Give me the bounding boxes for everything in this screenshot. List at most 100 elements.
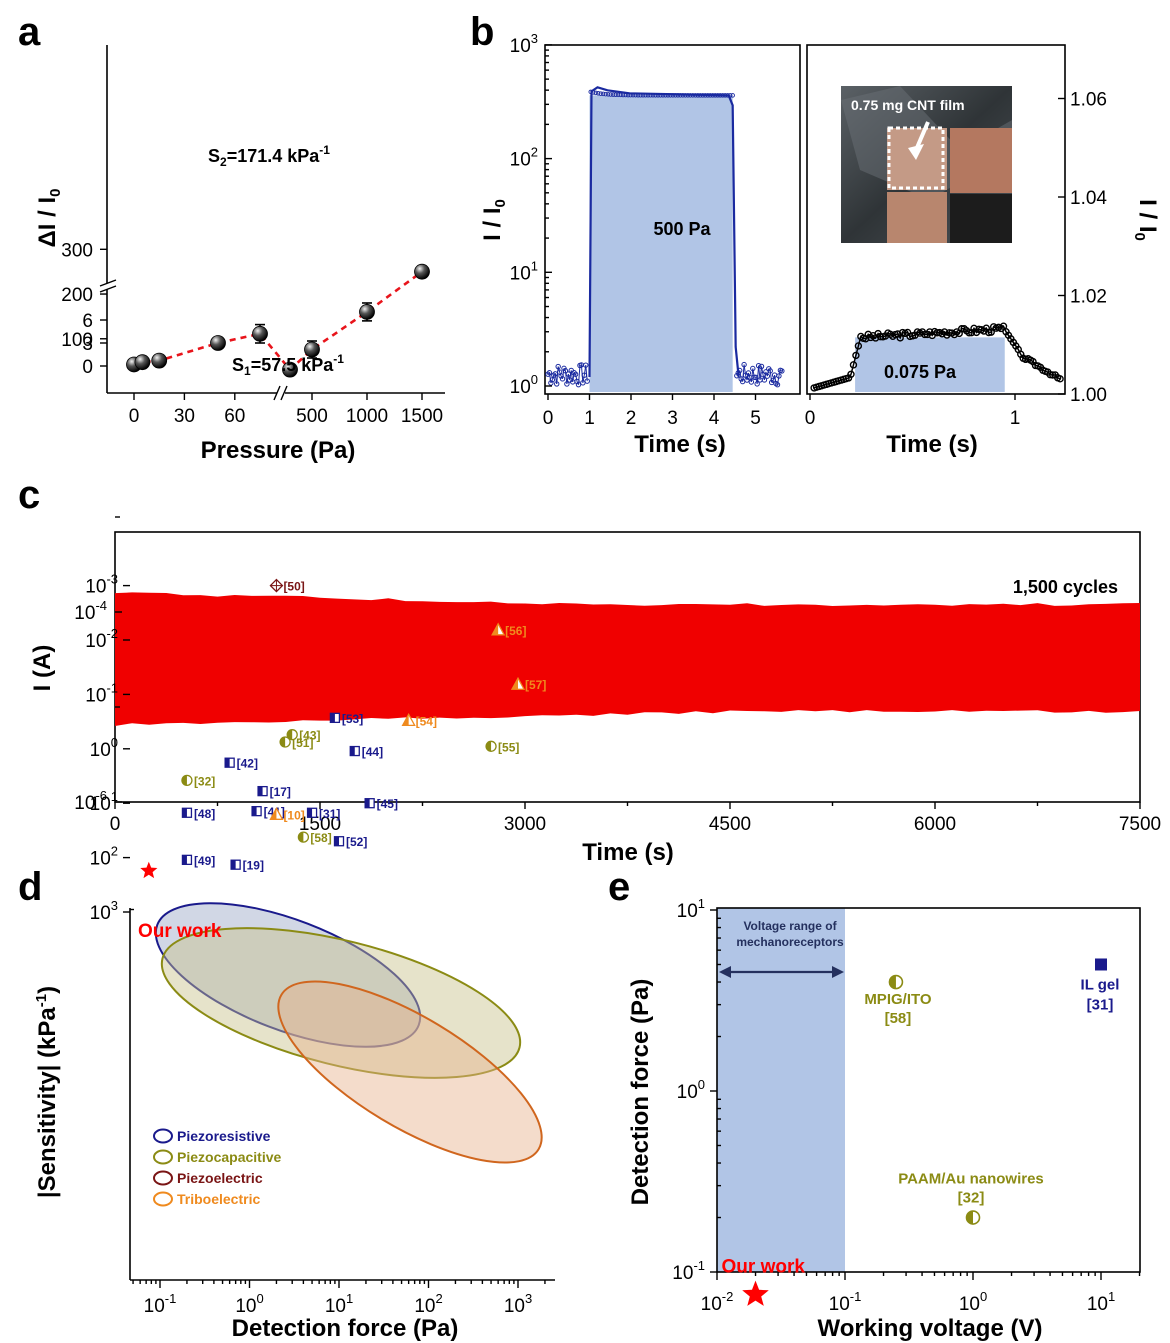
panel-b-left-data-point (698, 93, 703, 98)
panel-c-x-tick-label: 1500 (299, 814, 341, 835)
panel-a-data-point (304, 341, 320, 358)
panel-b-left-data-point (588, 89, 593, 95)
panel-d-reference-label: [42] (237, 757, 258, 771)
panel-b-left-pressure-label: 500 Pa (653, 219, 711, 239)
panel-d-x-tick-label: 10-1 (144, 1291, 177, 1317)
panel-b-left-y-label: I / I0 (479, 199, 509, 241)
panel-a-label: a (18, 10, 41, 54)
panel-b-left-data-point (595, 91, 601, 96)
panel-c-cycles-label: 1,500 cycles (1013, 577, 1118, 597)
panel-b-left-noise-line (573, 372, 576, 375)
panel-e-x-tick-label: 10-2 (701, 1289, 734, 1315)
panel-b-left-noise-line (774, 374, 777, 384)
panel-b-left-x-tick-label: 2 (626, 408, 637, 429)
panel-c-y-tick-label: 10-4 (74, 598, 107, 624)
panel-b-left-data-point (653, 93, 658, 98)
panel-b-left-data-point (683, 93, 688, 98)
panel-b-left-noise-point (776, 373, 782, 379)
panel-e: e Voltage range of mechanoreceptors 10-2… (608, 865, 1141, 1342)
panel-b-left-data-point (722, 93, 728, 98)
panel-b-left-data-point (675, 93, 681, 98)
panel-b-right-data-point (854, 342, 863, 350)
panel-e-y-tick-label: 100 (677, 1077, 705, 1103)
panel-b-left-noise-point (551, 372, 557, 378)
panel-d-reference-label: [51] (292, 736, 313, 750)
panel-b-left-data-point (633, 92, 638, 98)
panel-b-left-data-point (635, 92, 641, 98)
panel-b-left-data-point (660, 93, 666, 98)
panel-a-x-break (273, 385, 288, 401)
panel-b-left-y-tick-label: 100 (510, 372, 538, 398)
panel-b-left-data-point (620, 92, 626, 98)
panel-b-left-noise-point (549, 377, 556, 383)
panel-a-data-point (252, 325, 268, 342)
panel-b-left-data-point (590, 90, 596, 95)
panel-e-x-tick-label: 101 (1087, 1289, 1115, 1315)
panel-c-current-band (115, 592, 1140, 726)
panel-d-data-point-fill (287, 729, 293, 740)
panel-d-data-point-fill (350, 746, 355, 756)
panel-b-right-shaded-pulse (855, 337, 1005, 392)
panel-b-left-data-point (688, 93, 693, 98)
panel-d-reference-label: [10] (283, 808, 304, 822)
panel-b-left-data-point (623, 92, 628, 98)
panel-d-reference-label: [55] (498, 740, 519, 754)
panel-d-data-point-fill (334, 836, 339, 846)
panel-c-x-tick-label: 4500 (709, 814, 751, 835)
panel-b-left-noise-line (575, 374, 578, 382)
panel-b-left-data-point (655, 93, 661, 98)
panel-d-y-tick-label: 102 (90, 844, 118, 870)
panel-b-left-data-point (630, 92, 636, 98)
panel-e-y-label: Detection force (Pa) (627, 979, 654, 1206)
panel-b-left-data-point (700, 93, 706, 98)
panel-b-left-y-tick-label: 103 (510, 31, 538, 57)
panel-b-left-data-point (648, 93, 653, 98)
panel-b-left-x-tick-label: 1 (584, 408, 595, 429)
panel-b-right-data-point (1056, 375, 1064, 383)
panel-b-left-x-tick-label: 4 (709, 408, 720, 429)
panel-b-left-data-point (593, 90, 598, 96)
panel-d-reference-label: [31] (319, 807, 340, 821)
panel-b-left-data-point (643, 93, 648, 98)
panel-d-legend-marker (153, 1149, 173, 1165)
panel-e-shaded-range (717, 908, 845, 1272)
panel-d-data-point-fill (402, 714, 409, 726)
panel-b-left-data-point (710, 93, 716, 98)
panel-b-left-data-point (685, 93, 691, 98)
panel-b-left: b 0 1 2 3 4 5 100 101 102 103 500 Pa Time (s) I /… (470, 10, 801, 458)
panel-b-left-data-point (668, 93, 673, 98)
panel-b-left-noise-point (571, 370, 577, 376)
panel-b-left-noise-line (582, 375, 585, 383)
panel-d-data-point-fill (182, 855, 187, 865)
panel-a-x-tick-label: 30 (174, 406, 195, 427)
panel-d-reference-label: [43] (299, 729, 320, 743)
panel-a-y-tick-label: 300 (61, 240, 93, 261)
panel-b-left-data-point (598, 91, 603, 96)
panel-b-right-x-tick-label: 0 (805, 408, 816, 429)
panel-b-right-x-label: Time (s) (886, 431, 978, 458)
panel-d-y-tick-label: 101 (90, 789, 118, 815)
panel-d-data-point-fill (492, 623, 499, 635)
panel-c: c 0 1500 3000 4500 6000 7500 10-6 10-4 1,500 cy… (18, 473, 1161, 866)
panel-b-left-data-point (610, 92, 616, 97)
panel-d-reference-label: [56] (505, 624, 526, 638)
panel-e-point-label: PAAM/Au nanowires (898, 1171, 1044, 1188)
panel-d-data-point-fill (365, 798, 370, 808)
panel-d-reference-label: [52] (346, 835, 367, 849)
panel-a-x-tick-label: 60 (224, 406, 245, 427)
panel-b-left-x-label: Time (s) (634, 431, 726, 458)
panel-b-left-noise-line (777, 375, 780, 385)
panel-b-left-noise-line (756, 365, 760, 384)
panel-a-data-point (210, 335, 226, 351)
panel-b-right-x-tick-label: 1 (1010, 408, 1021, 429)
panel-b-left-data-point (720, 93, 725, 98)
panel-e-our-work-label: Our work (722, 1257, 806, 1278)
panel-b-left-data-point (673, 93, 678, 98)
panel-d-legend-label: Piezoelectric (177, 1170, 263, 1186)
panel-d-legend-label: Piezocapacitive (177, 1149, 281, 1165)
panel-d-y-label: |Sensitivity| (kPa-1) (33, 986, 61, 1198)
panel-b-left-data-point (613, 92, 618, 97)
panel-b-right: 0 1 1.00 1.02 1.04 1.06 0.75 mg CNT film 0.07… (805, 44, 1161, 458)
panel-e-point-ref: [58] (885, 1010, 912, 1027)
panel-a-data-point (414, 263, 430, 280)
